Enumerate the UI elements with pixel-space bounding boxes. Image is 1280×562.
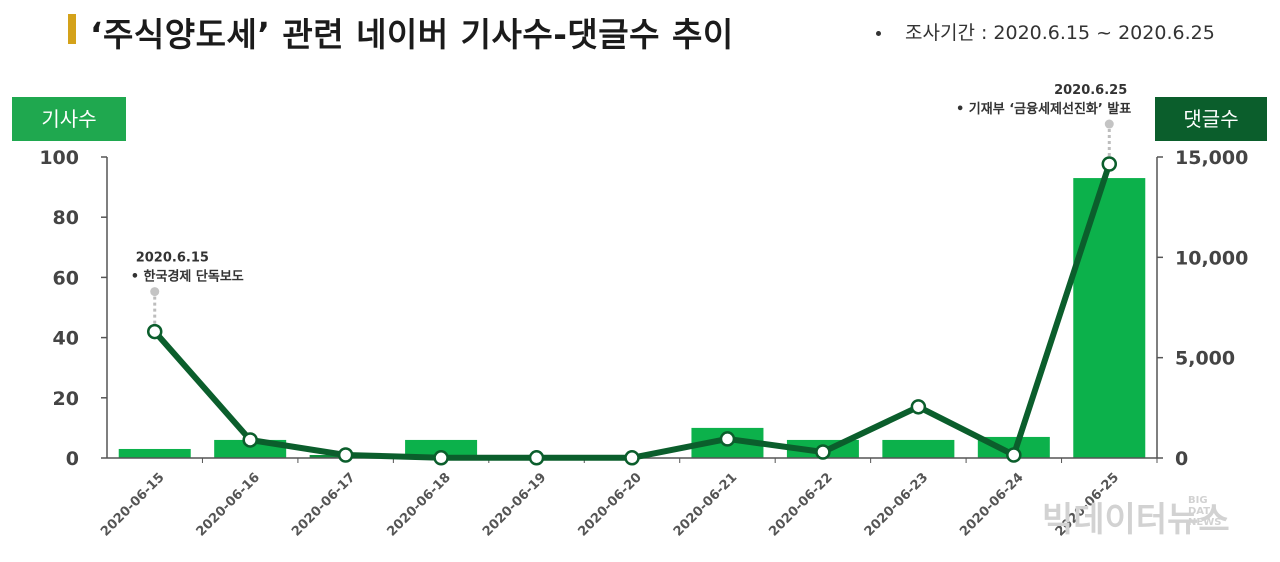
line-point-2020-06-22	[815, 444, 831, 460]
left-tick-label: 100	[39, 147, 79, 169]
line-point-2020-06-16	[242, 432, 258, 448]
line-point-2020-06-21	[719, 431, 736, 447]
bar-2020-06-25	[1073, 178, 1146, 458]
left-tick-label: 20	[53, 388, 79, 410]
x-tick-label: 2020-06-17	[289, 470, 358, 539]
right-tick-label: 15,000	[1175, 147, 1248, 169]
left-tick-label: 80	[53, 207, 79, 229]
x-tick-label: 2020-06-22	[766, 470, 835, 539]
x-tick-label: 2020-06-16	[194, 470, 263, 539]
line-point-2020-06-17	[337, 447, 354, 463]
annotation-date: 2020.6.15	[136, 251, 209, 266]
left-tick-label: 0	[66, 448, 79, 470]
survey-period: 조사기간 : 2020.6.15 ~ 2020.6.25	[876, 18, 1215, 45]
right-tick-label: 5,000	[1175, 348, 1235, 370]
annotation-date: 2020.6.25	[1054, 83, 1127, 98]
right-axis-badge: 댓글수	[1155, 97, 1267, 141]
x-tick-label: 2020-06-21	[671, 470, 740, 539]
right-tick-label: 10,000	[1175, 247, 1248, 269]
annotation-text: • 기재부 ‘금융세제선진화’ 발표	[956, 101, 1131, 117]
line-point-2020-06-20	[624, 450, 640, 466]
bullet-icon	[876, 31, 881, 36]
line-point-2020-06-25	[1101, 156, 1118, 172]
bar-2020-06-18	[405, 439, 478, 458]
annotation-marker	[1104, 119, 1114, 129]
left-tick-label: 40	[53, 328, 79, 350]
comment-count-line	[152, 163, 1113, 461]
right-tick-label: 0	[1175, 448, 1188, 470]
x-tick-label: 2020-06-20	[575, 470, 644, 539]
watermark-logo: 빅데이터뉴스	[1042, 500, 1230, 540]
survey-period-text: 조사기간 : 2020.6.15 ~ 2020.6.25	[905, 22, 1215, 44]
annotation-marker	[150, 287, 160, 297]
line-point-2020-06-23	[910, 399, 927, 415]
x-tick-label: 2020-06-19	[480, 470, 549, 539]
left-axis-badge: 기사수	[12, 97, 126, 141]
x-tick-label: 2020-06-24	[957, 470, 1026, 539]
title-accent-bar	[68, 14, 76, 44]
chart-title: ‘주식양도세’ 관련 네이버 기사수-댓글수 추이	[90, 15, 734, 54]
x-tick-label: 2020-06-23	[862, 470, 931, 539]
line-point-2020-06-19	[528, 450, 545, 466]
left-tick-label: 60	[53, 267, 79, 289]
line-point-2020-06-15	[146, 323, 163, 340]
line-point-2020-06-18	[433, 450, 449, 466]
bar-2020-06-23	[882, 439, 955, 458]
watermark-sub: BIG DATA NEWS	[1188, 495, 1222, 528]
x-tick-label: 2020-06-15	[98, 470, 167, 539]
line-point-2020-06-24	[1006, 447, 1022, 463]
annotation-text: • 한국경제 단독보도	[131, 269, 244, 285]
bar-2020-06-15	[118, 448, 191, 458]
x-tick-label: 2020-06-18	[385, 470, 454, 539]
